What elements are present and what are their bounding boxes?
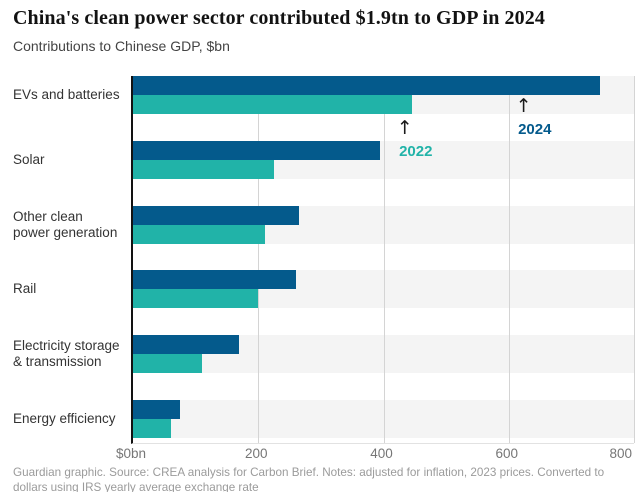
- up-arrow-icon: ↑: [515, 95, 532, 117]
- bar-2024-2: [133, 141, 381, 160]
- category-label-4: Rail: [13, 281, 37, 296]
- x-tick-0bn: $0bn: [115, 446, 147, 461]
- bar-2022-6: [133, 419, 171, 438]
- x-tick-800: 800: [609, 446, 632, 461]
- gridline-400: [383, 76, 385, 443]
- category-label-6: Energy efficiency: [13, 411, 116, 426]
- chart-title: China's clean power sector contributed $…: [13, 7, 545, 29]
- gridline-800: [634, 76, 635, 443]
- chart-subtitle: Contributions to Chinese GDP, $bn: [13, 38, 230, 54]
- bar-2024-1: [133, 76, 600, 95]
- x-tick-200: 200: [244, 446, 268, 461]
- x-tick-400: 400: [370, 446, 393, 461]
- bar-2022-4: [133, 289, 259, 308]
- category-label-2: Solar: [13, 152, 45, 167]
- x-tick-600: 600: [495, 446, 519, 461]
- up-arrow-icon: ↑: [396, 117, 413, 139]
- gridline-200: [258, 76, 260, 443]
- x-axis-ticks: $0bn 200 400 600 800: [116, 446, 632, 464]
- bar-chart: ↑ 2024 ↑ 2022 $0bn 200 400 600 800: [116, 76, 635, 461]
- category-label-3: Other clean power generation: [13, 209, 118, 240]
- bar-2024-4: [133, 270, 296, 289]
- series-label-2022: 2022: [399, 143, 433, 160]
- row-group-1: [133, 76, 634, 114]
- plot-area: ↑ 2024 ↑ 2022: [131, 76, 635, 444]
- category-label-5: Electricity storage & transmission: [13, 338, 120, 369]
- category-label-1: EVs and batteries: [13, 87, 120, 102]
- bar-2022-2: [133, 160, 274, 179]
- bar-2022-1: [133, 95, 412, 114]
- gridline-600: [508, 76, 510, 443]
- series-label-2024: 2024: [518, 121, 552, 138]
- bar-2022-3: [133, 225, 265, 244]
- annotation-arrow-2022: ↑: [397, 119, 413, 138]
- bar-2022-5: [133, 354, 202, 373]
- annotation-arrow-2024: ↑: [516, 97, 532, 116]
- bar-2024-5: [133, 335, 240, 354]
- bar-2024-3: [133, 206, 299, 225]
- bar-2024-6: [133, 400, 180, 419]
- source-note: Guardian graphic. Source: CREA analysis …: [13, 466, 605, 492]
